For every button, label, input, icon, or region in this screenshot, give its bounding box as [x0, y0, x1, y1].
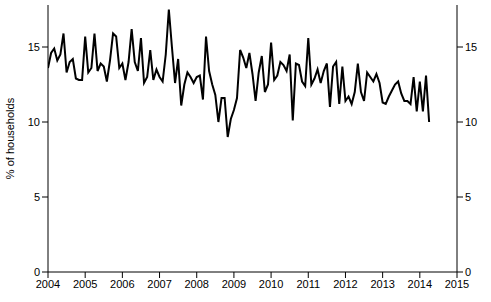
- svg-text:2006: 2006: [110, 278, 134, 290]
- svg-text:0: 0: [34, 266, 40, 278]
- svg-text:5: 5: [34, 191, 40, 203]
- svg-text:15: 15: [465, 41, 477, 53]
- svg-text:2010: 2010: [259, 278, 283, 290]
- svg-text:2005: 2005: [73, 278, 97, 290]
- svg-text:2008: 2008: [184, 278, 208, 290]
- svg-text:2009: 2009: [222, 278, 246, 290]
- svg-text:10: 10: [465, 116, 477, 128]
- svg-text:% of households: % of households: [8, 97, 16, 179]
- svg-text:2014: 2014: [408, 278, 432, 290]
- svg-text:2007: 2007: [147, 278, 171, 290]
- svg-text:2013: 2013: [370, 278, 394, 290]
- svg-text:2011: 2011: [296, 278, 320, 290]
- svg-text:2015: 2015: [445, 278, 469, 290]
- svg-text:2004: 2004: [36, 278, 60, 290]
- svg-text:0: 0: [465, 266, 471, 278]
- svg-text:2012: 2012: [333, 278, 357, 290]
- svg-text:15: 15: [28, 41, 40, 53]
- svg-text:5: 5: [465, 191, 471, 203]
- svg-text:10: 10: [28, 116, 40, 128]
